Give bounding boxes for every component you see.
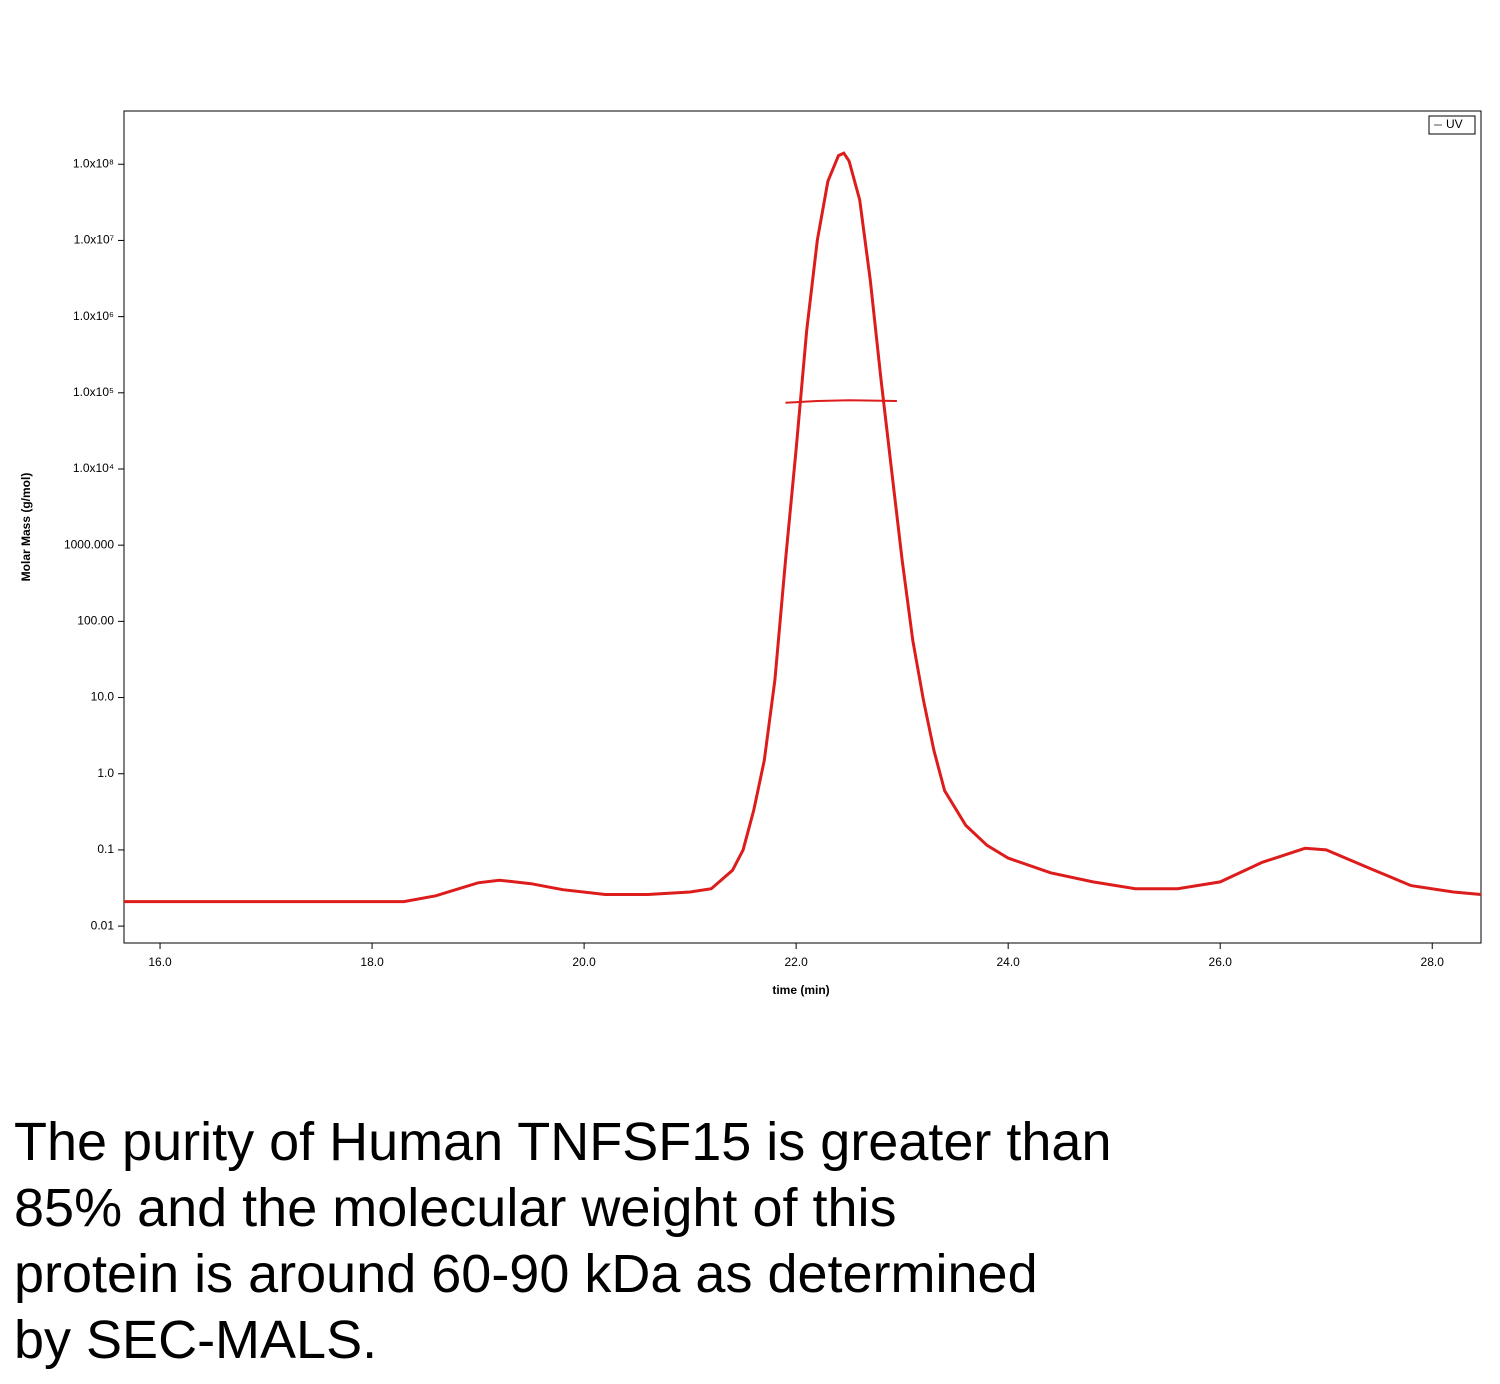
x-tick-label: 26.0 [1209, 955, 1233, 969]
y-tick-label: 1.0x10⁵ [73, 385, 114, 399]
x-tick-label: 22.0 [784, 955, 808, 969]
caption-line: by SEC-MALS. [14, 1310, 377, 1370]
x-axis-label: time (min) [772, 983, 829, 997]
plot-frame [123, 110, 1482, 944]
series-line [785, 399, 897, 404]
y-tick-label: 1.0x10⁶ [73, 309, 114, 323]
x-tick-label: 16.0 [148, 955, 172, 969]
y-tick-label: 1.0x10⁴ [73, 461, 114, 475]
caption-line: The purity of Human TNFSF15 is greater t… [14, 1112, 1111, 1172]
caption-line: protein is around 60-90 kDa as determine… [14, 1244, 1038, 1304]
caption-line: 85% and the molecular weight of this [14, 1178, 897, 1238]
y-tick-label: 0.1 [97, 842, 114, 856]
y-tick-label: 1.0x10⁸ [73, 156, 114, 170]
x-tick-label: 24.0 [996, 955, 1020, 969]
y-tick-label: 100.00 [77, 614, 114, 628]
series-line [124, 151, 1482, 904]
y-tick-label: 1.0x10⁷ [74, 233, 114, 247]
x-tick-label: 18.0 [360, 955, 384, 969]
legend-box [1428, 115, 1476, 135]
y-tick-label: 1000.000 [64, 537, 114, 551]
legend-label: UV [1446, 117, 1463, 131]
y-tick-label: 1.0 [97, 766, 114, 780]
x-tick-label: 20.0 [572, 955, 596, 969]
x-tick-label: 28.0 [1421, 955, 1445, 969]
y-axis-label: Molar Mass (g/mol) [19, 473, 33, 582]
y-tick-label: 10.0 [91, 690, 115, 704]
y-tick-label: 0.01 [91, 918, 115, 932]
